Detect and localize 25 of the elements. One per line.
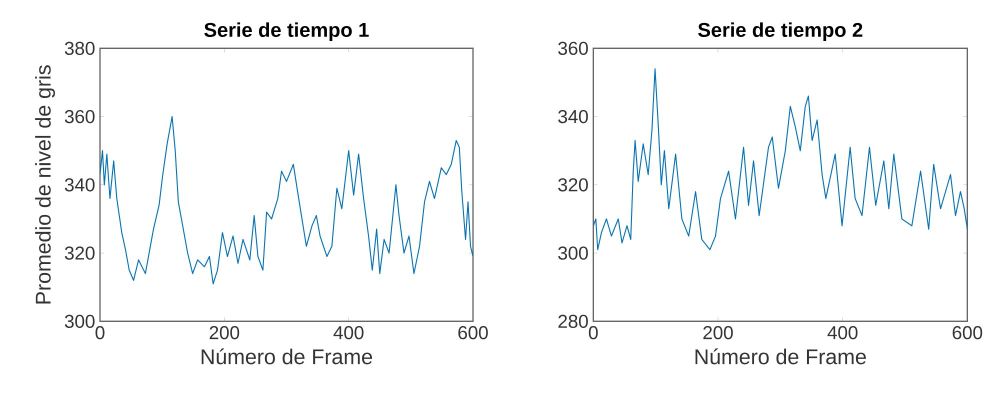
- chart-title: Serie de tiempo 2: [698, 22, 862, 41]
- y-tick-label: 300: [64, 314, 95, 328]
- y-tick-label: 320: [558, 178, 588, 192]
- chart-title: Serie de tiempo 1: [204, 22, 369, 41]
- y-tick-label: 280: [558, 314, 588, 328]
- x-tick-label: 200: [703, 326, 733, 340]
- y-tick-label: 340: [64, 178, 95, 192]
- x-axis-title: Número de Frame: [696, 348, 866, 364]
- x-tick-label: 0: [588, 326, 598, 340]
- y-tick-label: 340: [558, 110, 588, 124]
- x-tick-label: 0: [96, 326, 104, 340]
- y-tick-label: 360: [558, 42, 588, 55]
- x-tick-label: 400: [828, 326, 858, 340]
- y-axis-title: Promedio de nivel de gris: [35, 65, 55, 304]
- y-tick-label: 380: [64, 42, 95, 55]
- x-axis-title: Número de Frame: [202, 348, 372, 364]
- x-tick-label: 200: [210, 326, 240, 340]
- x-tick-label: 600: [458, 326, 488, 340]
- y-tick-label: 320: [64, 246, 95, 260]
- x-tick-label: 400: [334, 326, 364, 340]
- y-tick-label: 300: [558, 246, 588, 260]
- y-tick-label: 360: [64, 110, 95, 124]
- x-tick-label: 600: [952, 326, 982, 340]
- line-series: [100, 116, 473, 284]
- line-series: [593, 68, 968, 250]
